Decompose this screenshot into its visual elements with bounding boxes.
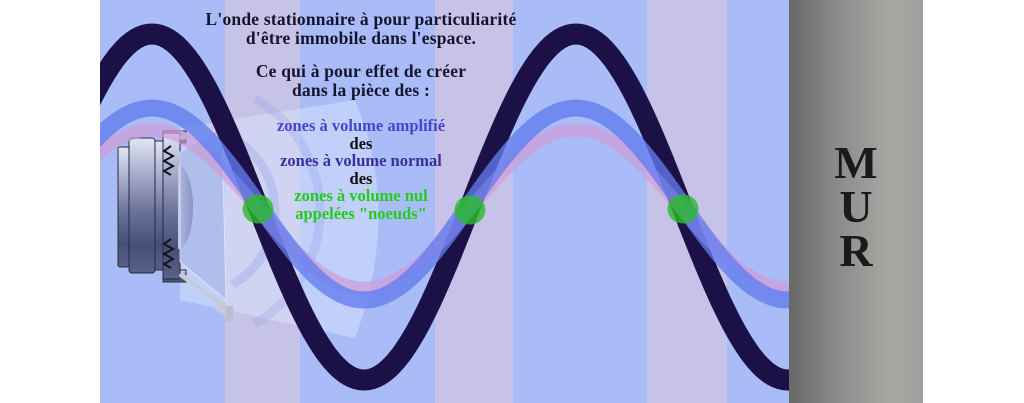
wall-letter-m: M — [834, 137, 878, 188]
waves-svg — [100, 23, 789, 391]
wall: M U R — [789, 0, 923, 403]
wall-letter-r: R — [839, 225, 873, 276]
wall-letter-u: U — [839, 181, 873, 232]
diagram-area: L'onde stationnaire à pour particuliarit… — [100, 0, 789, 403]
node-dot-3 — [667, 194, 699, 224]
node-dot-1 — [242, 194, 274, 224]
sound-ripple-icon — [230, 133, 280, 289]
node-dot-2 — [454, 195, 486, 225]
wall-label: M U R — [789, 137, 923, 276]
